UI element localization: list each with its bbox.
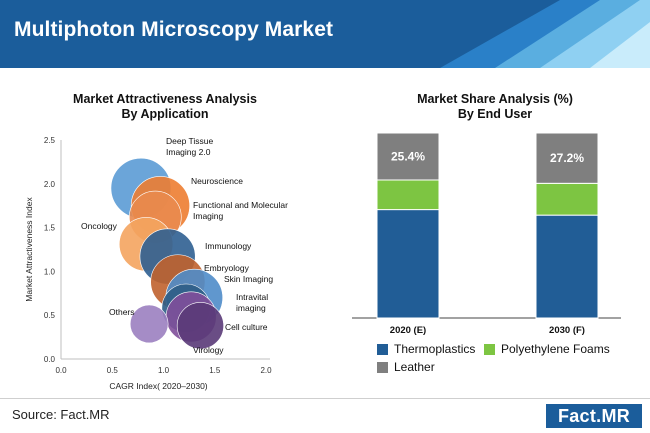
bubble-label: Neuroscience [191,176,243,186]
bar-segment-leather [376,132,440,181]
bar-segment-thermoplastics [535,214,599,319]
right-panel-title-line2: By End User [457,107,533,121]
x-axis-label: CAGR Index( 2020–2030) [109,381,207,391]
bubble-others [129,304,169,344]
bubble-label: Intravital imaging [236,292,268,313]
right-panel-title: Market Share Analysis (%) By End User [370,92,620,122]
bar-data-label: 25.4% [391,149,425,163]
bar-segment-leather [535,132,599,184]
source-note: Source: Fact.MR [12,407,110,422]
bar-category-label: 2020 (E) [390,325,426,336]
bubble-label: Embryology [204,263,250,273]
legend-swatch-thermoplastics [377,343,388,355]
y-tick-label: 2.0 [44,180,56,189]
bubble-label: Skin Imaging [224,274,273,284]
factmr-logo: Fact.MR [546,404,642,428]
header-stripes [440,0,650,68]
bubble-virology [176,302,224,350]
bubble-label: Others [109,307,135,317]
left-panel-title: Market Attractiveness Analysis By Applic… [40,92,290,122]
y-tick-label: 1.5 [44,224,56,233]
bubble-label: Oncology [81,221,118,231]
y-tick-label: 0.5 [44,311,56,320]
left-panel-title-line1: Market Attractiveness Analysis [73,92,257,106]
x-tick-label: 2.0 [260,366,272,375]
y-axis-label: Market Attractiveness Index [24,197,34,302]
footer-divider [0,398,650,399]
right-panel-title-line1: Market Share Analysis (%) [417,92,573,106]
legend-swatch-polyethylene-foams [484,343,495,355]
y-tick-label: 1.0 [44,267,56,276]
legend-item-thermoplastics: Thermoplastics [377,342,475,356]
legend-label-leather: Leather [394,360,435,374]
bubble-label: Functional and Molecular Imaging [193,200,288,221]
header-banner: Multiphoton Microscopy Market [0,0,650,68]
legend-label-thermoplastics: Thermoplastics [394,342,476,356]
x-tick-label: 0.5 [107,366,119,375]
bubble-label: Deep Tissue Imaging 2.0 [166,136,214,157]
bar-segment-polyethylene-foams [535,182,599,216]
y-tick-label: 2.5 [44,136,56,145]
bubble-label: Virology [193,345,224,355]
y-tick-label: 0.0 [44,355,56,364]
legend-item-polyethylene-foams: Polyethylene Foams [484,342,610,356]
page-title: Multiphoton Microscopy Market [14,18,334,41]
bar-category-label: 2030 (F) [549,325,585,336]
x-tick-label: 1.0 [158,366,170,375]
left-panel-title-line2: By Application [121,107,209,121]
legend-item-leather: Leather [377,360,435,374]
bubble-label: Cell culture [225,322,268,332]
bar-segment-thermoplastics [376,209,440,319]
bar-segment-polyethylene-foams [376,179,440,211]
legend-label-polyethylene-foams: Polyethylene Foams [501,342,610,356]
bubble-label: Immunology [205,241,252,251]
bar-data-label: 27.2% [550,151,584,165]
x-tick-label: 1.5 [209,366,221,375]
legend-swatch-leather [377,361,388,373]
x-tick-label: 0.0 [55,366,67,375]
